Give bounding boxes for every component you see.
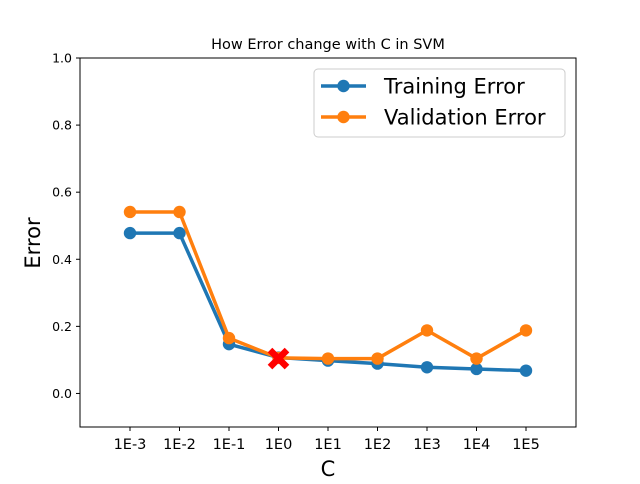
- x-tick-label: 1E4: [463, 437, 491, 453]
- legend-item: Training Error: [321, 75, 525, 99]
- data-point: [321, 352, 335, 365]
- data-point: [519, 364, 533, 377]
- x-tick-label: 1E2: [364, 437, 392, 453]
- x-tick-label: 1E3: [413, 437, 441, 453]
- x-axis-label: C: [321, 457, 336, 480]
- data-point: [371, 352, 384, 365]
- y-axis-label: Error: [21, 217, 45, 269]
- legend-label: Validation Error: [384, 106, 546, 130]
- x-tick-label: 1E0: [265, 437, 293, 453]
- data-point: [173, 205, 186, 219]
- data-point: [420, 361, 434, 374]
- data-point: [420, 324, 434, 337]
- y-axis: 0.0 0.2 0.4 0.6 0.8 1.0: [52, 51, 80, 401]
- y-tick-label: 0.8: [52, 118, 72, 133]
- x-tick-label: 1E-3: [114, 437, 147, 453]
- data-point: [123, 205, 137, 219]
- best-c-x-marker: [267, 347, 290, 370]
- data-point: [222, 331, 236, 345]
- legend: Training Error Validation Error: [313, 68, 566, 138]
- legend-marker: [337, 110, 350, 124]
- x-tick-label: 1E-1: [213, 437, 246, 453]
- y-tick-label: 0.6: [52, 185, 72, 200]
- data-point: [519, 324, 533, 337]
- data-point: [123, 226, 137, 240]
- marker-stroke: [267, 347, 290, 370]
- legend-item: Validation Error: [321, 106, 546, 130]
- data-point: [470, 352, 483, 365]
- y-tick-label: 1.0: [52, 51, 72, 66]
- legend-box: [313, 68, 566, 138]
- chart-title: How Error change with C in SVM: [211, 37, 445, 53]
- x-axis: 1E-3 1E-2 1E-1 1E0 1E1 1E2 1E3 1E4 1E5: [114, 427, 540, 453]
- y-tick-label: 0.2: [52, 319, 72, 334]
- x-tick-label: 1E5: [512, 437, 540, 453]
- legend-label: Training Error: [383, 75, 525, 99]
- x-tick-label: 1E1: [314, 437, 342, 453]
- data-point: [173, 226, 186, 240]
- legend-marker: [337, 79, 350, 93]
- data-point: [470, 362, 483, 376]
- x-tick-label: 1E-2: [163, 437, 196, 453]
- y-tick-label: 0.4: [52, 252, 72, 267]
- y-tick-label: 0.0: [52, 386, 72, 401]
- plot-area: [123, 205, 533, 377]
